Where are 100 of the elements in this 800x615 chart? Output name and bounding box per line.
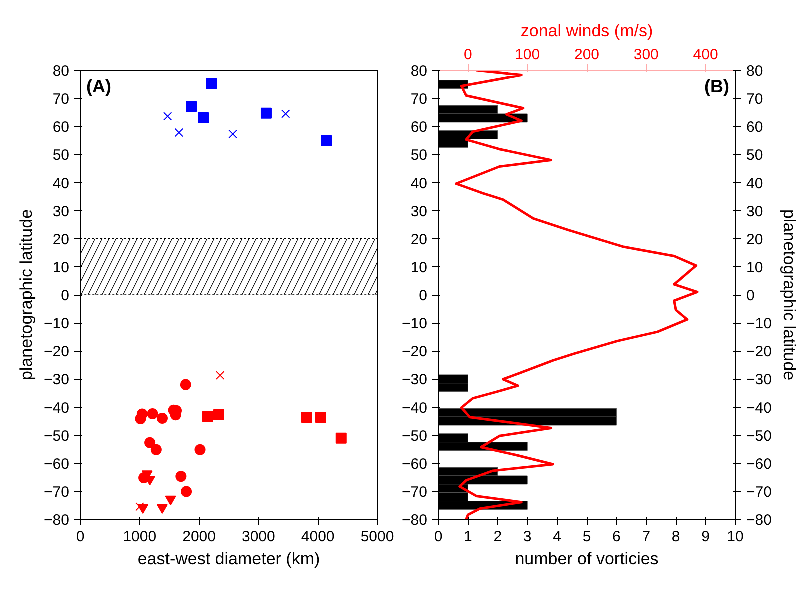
y-tick-label: −10: [44, 316, 70, 333]
x2-tick-label: 100: [515, 46, 540, 64]
y-tick-label: 0: [419, 288, 428, 304]
point: [165, 496, 176, 506]
y-tick-label: 60: [410, 119, 428, 136]
y-tick-label: −70: [402, 484, 428, 501]
point: [202, 411, 214, 422]
y-tick-label: 80: [52, 63, 70, 80]
y2-tick-label: 10: [746, 259, 764, 276]
y-tick-label: −60: [44, 456, 70, 473]
point: [321, 135, 332, 146]
y-tick-label: −80: [402, 512, 428, 529]
y2-tick-label: −10: [746, 316, 772, 333]
y-tick-label: −20: [402, 344, 428, 361]
y-tick-label: −50: [402, 428, 428, 445]
point: [150, 444, 162, 456]
y-tick-label: 30: [52, 203, 70, 220]
y-tick-label: 50: [52, 147, 70, 164]
y2-tick-label: −70: [746, 484, 772, 501]
y-tick-label: 30: [410, 203, 428, 220]
point: [181, 486, 192, 498]
y-tick-label: −50: [44, 428, 70, 445]
point: [135, 414, 146, 425]
y-tick-label: −60: [402, 456, 428, 473]
y2-tick-label: 70: [746, 91, 764, 108]
y2-tick-label: 0: [746, 288, 755, 304]
point: [228, 130, 238, 139]
y-tick-label: 40: [52, 175, 70, 192]
y-tick-label: 70: [410, 91, 428, 108]
x-tick-label: 1000: [123, 528, 157, 546]
x-tick-label: 0: [76, 528, 85, 546]
y-tick-label: −80: [44, 512, 70, 529]
annotation: (B): [704, 76, 730, 96]
y2-tick-label: 30: [746, 203, 764, 220]
x-tick-label: 1: [464, 528, 472, 546]
point: [144, 437, 156, 448]
x2-tick-label: 300: [634, 46, 659, 64]
x-tick-label: 2000: [182, 528, 216, 546]
y-tick-label: 80: [410, 63, 428, 80]
y-tick-label: 20: [410, 231, 428, 248]
y2-tick-label: 50: [746, 147, 764, 164]
y-tick-label: −10: [402, 316, 428, 333]
y-tick-label: 70: [52, 91, 70, 108]
y2-tick-label: −80: [746, 512, 772, 529]
point: [336, 432, 347, 444]
point: [163, 112, 172, 121]
y2-tick-label: −30: [746, 372, 772, 389]
y-tick-label: 40: [410, 175, 428, 192]
x-tick-label: 4000: [301, 528, 335, 546]
point: [174, 128, 184, 138]
annotation: (A): [86, 76, 112, 96]
y2-tick-label: −20: [746, 344, 772, 361]
point: [216, 371, 225, 380]
y-tick-label: 10: [410, 259, 428, 276]
y-tick-label: −40: [44, 400, 70, 417]
x-tick-label: 3000: [242, 528, 276, 546]
point: [301, 412, 312, 424]
point: [194, 444, 206, 456]
y-tick-label: 20: [52, 231, 70, 248]
y2-tick-label: −40: [746, 400, 772, 417]
x-tick-label: 9: [702, 528, 710, 546]
y-tick-label: 10: [52, 259, 70, 276]
point: [138, 504, 149, 514]
y2-tick-label: 60: [746, 119, 764, 136]
x-tick-label: 6: [612, 528, 621, 546]
x-tick-label: 5: [582, 528, 592, 546]
x-axis-title: number of vorticies: [515, 550, 659, 568]
point: [198, 112, 210, 124]
point: [260, 108, 272, 119]
x-tick-label: 0: [434, 528, 443, 546]
y-axis-title: planetographic latitude: [17, 209, 36, 381]
y-tick-label: 60: [52, 119, 70, 136]
x-tick-label: 2: [494, 528, 502, 546]
x-tick-label: 7: [642, 528, 651, 546]
y-tick-label: −30: [44, 372, 70, 389]
point: [156, 504, 168, 514]
y2-tick-label: 40: [746, 175, 764, 192]
x-tick-label: 5000: [360, 528, 394, 546]
point: [315, 412, 326, 424]
point: [176, 471, 187, 482]
point: [213, 409, 224, 420]
y-tick-label: 0: [61, 288, 70, 304]
point: [186, 101, 198, 112]
point: [206, 78, 218, 90]
y-tick-label: −40: [402, 400, 428, 417]
x2-tick-label: 0: [464, 46, 472, 64]
x-tick-label: 3: [523, 528, 532, 546]
point: [180, 379, 192, 390]
x2-axis-title: zonal winds (m/s): [520, 22, 654, 40]
x2-tick-label: 200: [574, 46, 600, 64]
point: [147, 408, 158, 420]
y-tick-label: −30: [402, 372, 428, 389]
y2-tick-label: 80: [746, 63, 764, 80]
x-tick-label: 4: [553, 528, 562, 546]
x-tick-label: 10: [727, 528, 744, 546]
y2-tick-label: −60: [746, 456, 772, 473]
y-tick-label: −70: [44, 484, 70, 501]
x-tick-label: 8: [672, 528, 680, 546]
y-tick-label: 50: [410, 147, 428, 164]
y2-tick-label: 20: [746, 231, 764, 248]
